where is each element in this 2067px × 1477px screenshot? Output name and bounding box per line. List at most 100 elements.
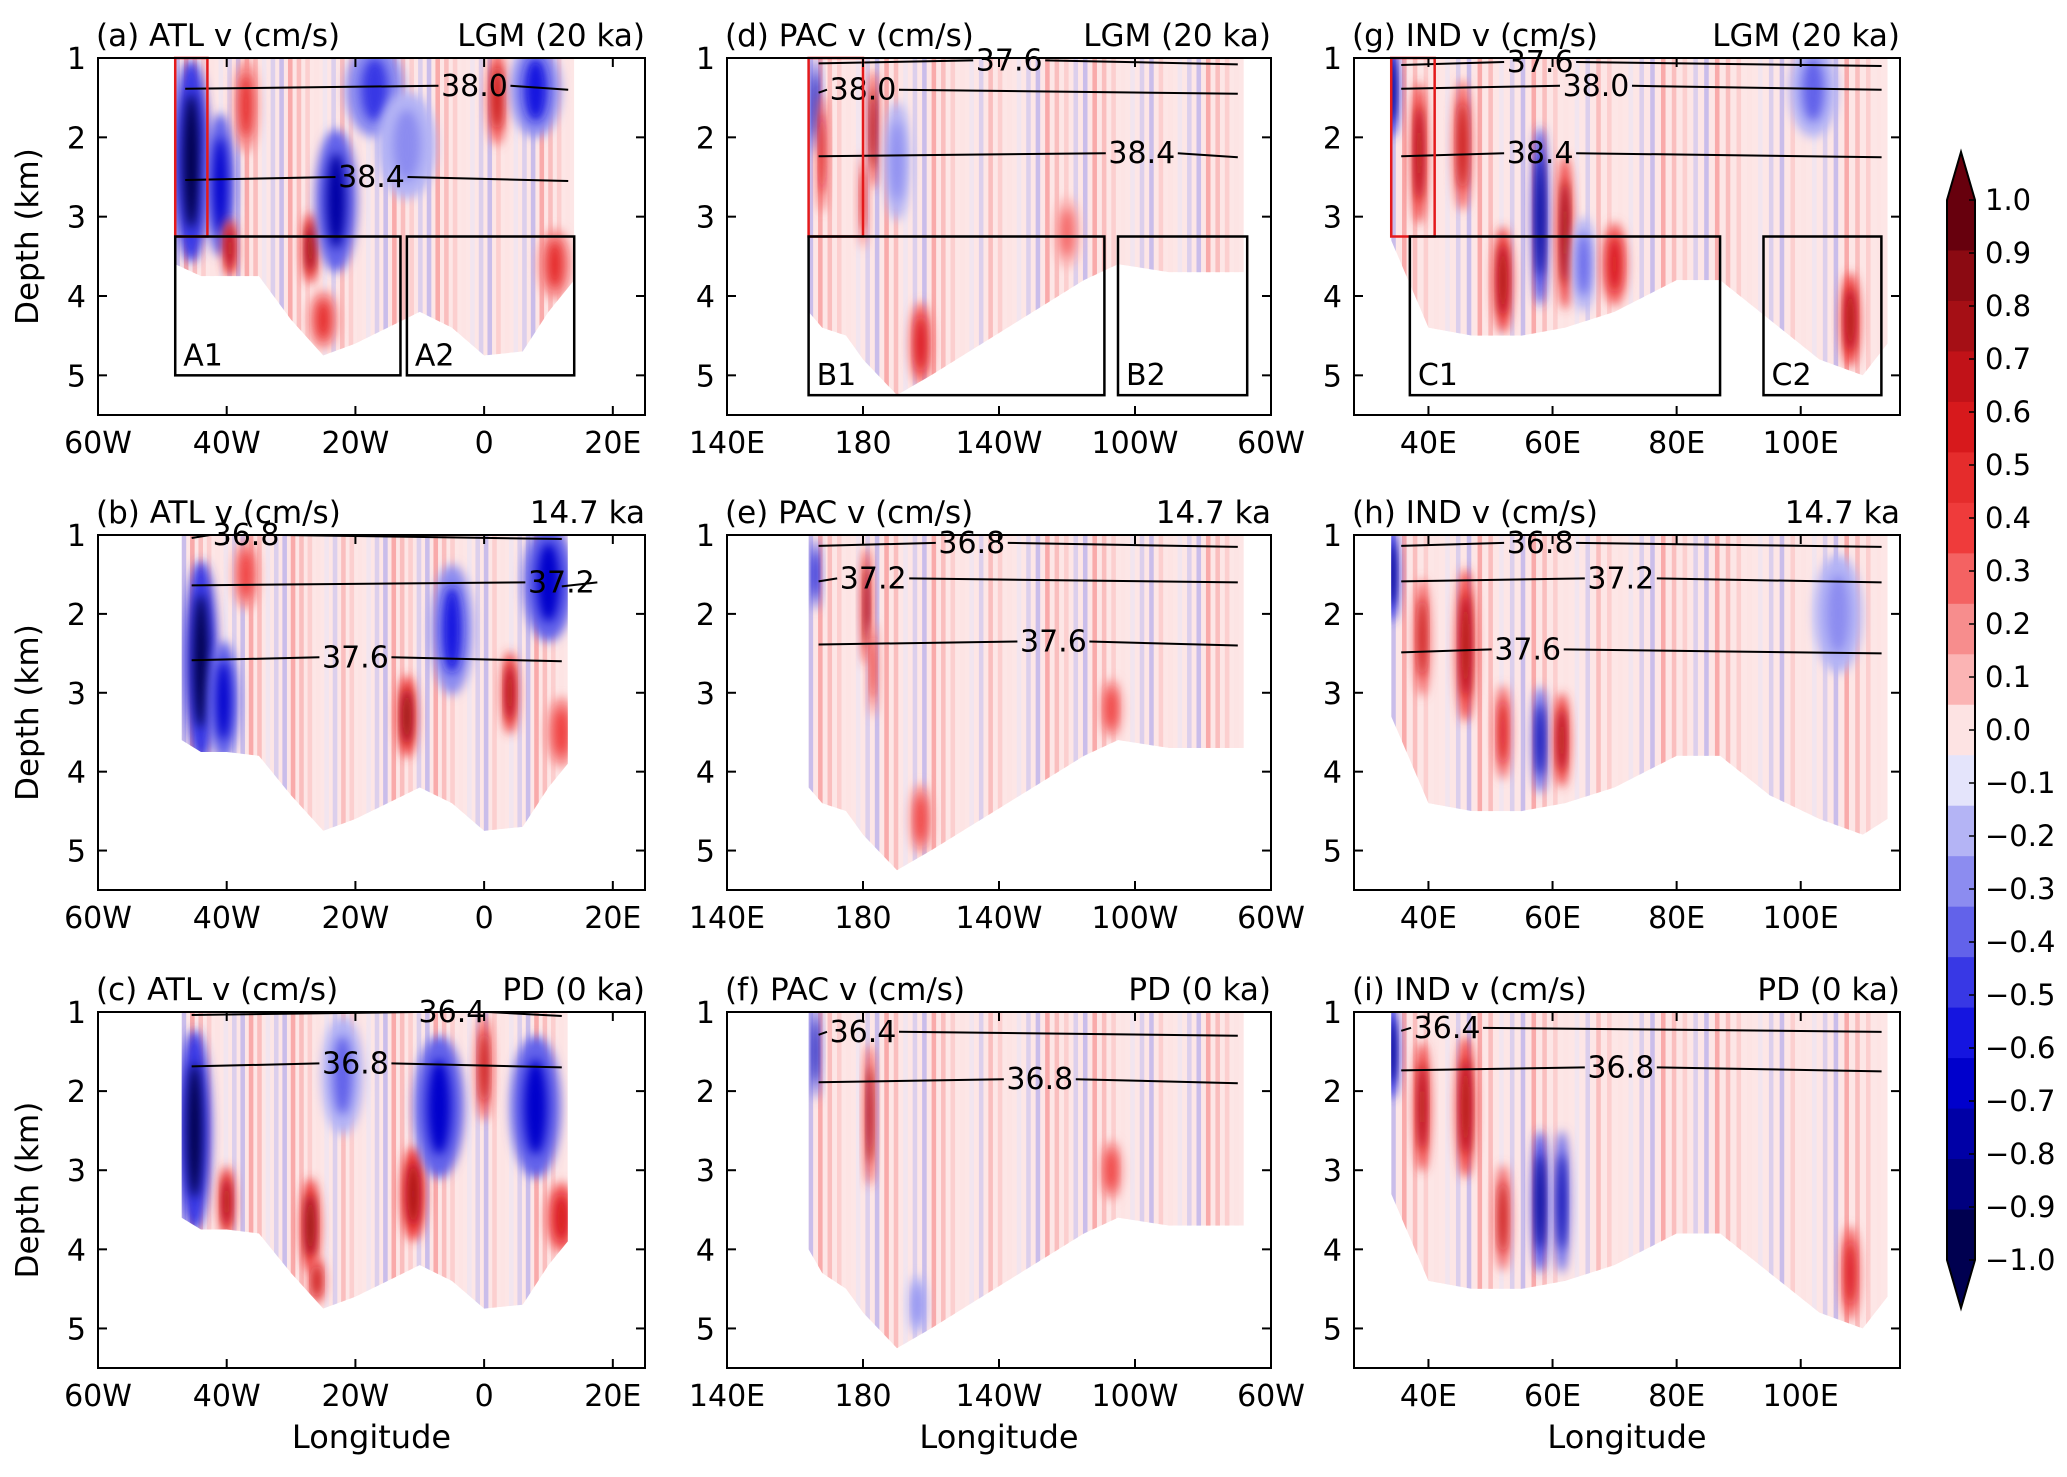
contour-line [909,577,1238,584]
velocity-streak [846,58,851,396]
x-tick-label: 100E [1763,1379,1839,1414]
velocity-streak [534,535,539,831]
y-tick-label: 2 [1323,598,1342,633]
velocity-streak [282,1012,287,1309]
panel-period: 14.7 ka [1785,495,1900,531]
y-tick-label: 1 [67,42,86,77]
panel-period: 14.7 ka [1156,495,1271,531]
contour-line [1401,577,1585,583]
velocity-core [1106,1150,1117,1190]
velocity-core [1461,594,1471,697]
contour-line [1576,60,1882,67]
velocity-streak [1026,535,1031,871]
velocity-streak [931,535,937,871]
velocity-streak [1747,1012,1752,1329]
y-tick-label: 1 [67,996,86,1031]
velocity-streak [1073,535,1079,871]
velocity-streak [475,535,481,831]
velocity-streak [874,535,880,871]
velocity-streak [950,535,956,871]
contour-line [1401,541,1505,547]
velocity-streak [1747,58,1752,376]
velocity-core [361,58,389,122]
region-box-a1 [173,235,402,377]
velocity-streak [1628,58,1634,376]
velocity-streak [248,1012,254,1309]
velocity-streak [950,1012,956,1349]
velocity-streak [1553,58,1558,376]
velocity-streak [893,58,899,396]
velocity-streak [836,58,842,396]
x-tick-label: 40E [1400,1379,1457,1414]
velocity-streak [299,535,304,831]
velocity-streak [1574,58,1580,376]
x-tick-label: 20W [321,1379,389,1414]
velocity-core [915,795,926,843]
velocity-streak [550,535,556,831]
velocity-streak [1520,535,1526,835]
velocity-streak [341,535,346,831]
velocity-streak [1801,535,1806,835]
velocity-streak [452,58,458,356]
velocity-streak [884,1012,889,1349]
velocity-streak [282,535,287,831]
velocity-streak [1725,535,1731,835]
velocity-streak [181,535,187,831]
contour-line [1089,640,1238,647]
velocity-streak [433,535,439,831]
velocity-core [306,224,315,273]
velocity-core [492,65,502,130]
velocity-streak [1704,1012,1709,1329]
velocity-streak [374,535,380,831]
contour-label: 36.8 [322,1046,389,1081]
velocity-streak [1801,58,1806,376]
y-tick-label: 3 [696,201,715,236]
velocity-core [505,665,514,721]
velocity-halo [1391,535,1400,622]
velocity-streak [997,58,1003,396]
y-tick-label: 3 [67,677,86,712]
velocity-streak [1477,1012,1483,1329]
velocity-streak [349,1012,355,1309]
velocity-streak [1007,1012,1012,1349]
velocity-core [1418,598,1426,677]
velocity-streak [467,1012,472,1309]
velocity-streak [1224,535,1230,871]
velocity-streak [383,1012,388,1309]
velocity-streak [1660,535,1666,835]
velocity-streak [1455,58,1461,376]
velocity-streak [1531,535,1537,835]
velocity-streak [1445,1012,1450,1329]
velocity-streak [1725,58,1731,376]
velocity-streak [941,1012,946,1349]
velocity-streak [1007,535,1012,871]
velocity-streak [475,1012,481,1309]
velocity-streak [1693,58,1698,376]
velocity-core [427,1059,451,1155]
colorbar-tick-label: 0.4 [1985,501,2031,535]
velocity-core [1577,232,1590,296]
contour-line [1656,577,1882,584]
x-tick-label: 100W [1092,901,1179,936]
velocity-streak [1466,58,1472,376]
velocity-streak [1224,58,1230,396]
velocity-streak [874,58,880,396]
velocity-streak [997,535,1003,871]
velocity-core [480,1031,488,1103]
panel-e: 36.8 37.2 37.6 1 2 3 4 5 140E 180 140W 100W 60W (e) P… [689,495,1305,936]
velocity-streak [1402,535,1407,835]
velocity-streak [253,58,258,356]
velocity-streak [1026,58,1031,396]
velocity-streak [978,535,984,871]
velocity-streak [1736,58,1742,376]
velocity-streak [1855,1012,1860,1329]
velocity-streak [307,1012,313,1309]
y-tick-label: 3 [67,201,86,236]
y-tick-label: 2 [67,121,86,156]
velocity-streak [1187,535,1192,871]
x-tick-label: 40E [1400,426,1457,461]
y-tick-label: 3 [1323,201,1342,236]
velocity-streak [1650,58,1655,376]
contour-label: 36.8 [1587,1050,1654,1085]
